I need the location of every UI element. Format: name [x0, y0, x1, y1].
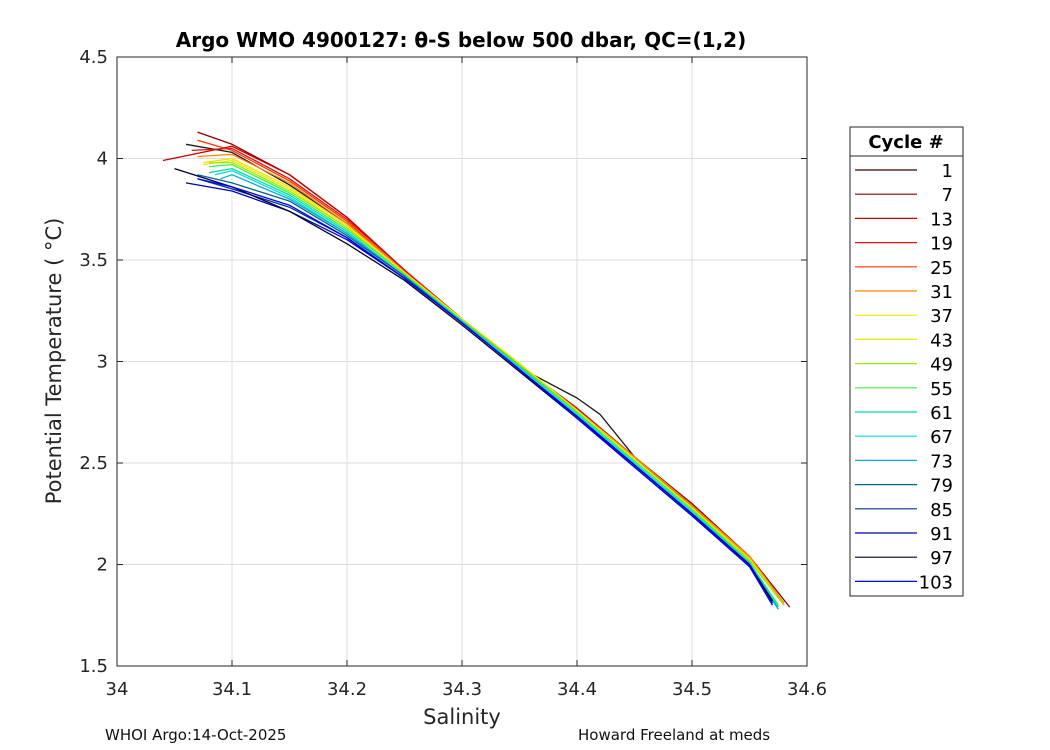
legend-label: 79 [930, 476, 953, 497]
legend-label: 67 [930, 427, 953, 448]
x-axis-label: Salinity [423, 705, 501, 729]
legend-label: 37 [930, 306, 953, 327]
y-tick-label: 3.5 [79, 250, 108, 271]
y-tick-label: 1.5 [79, 656, 108, 677]
legend-label: 85 [930, 500, 953, 521]
legend-label: 25 [930, 258, 953, 279]
legend-box [849, 126, 964, 597]
data-series [162, 131, 791, 610]
legend-label: 91 [930, 524, 953, 545]
legend-label: 13 [930, 209, 953, 230]
legend-label: 55 [930, 379, 953, 400]
y-axis-label: Potential Temperature ( °C) [42, 218, 66, 505]
axis-ticks: 34 34.1 34.2 34.3 34.4 34.5 34.6 1.5 2 2.5 3 3.5 4 4.… [79, 47, 827, 700]
series-line-cycle-67 [214, 170, 779, 610]
chart-title: Argo WMO 4900127: θ-S below 500 dbar, QC… [176, 28, 746, 52]
series-line-cycle-43 [203, 159, 785, 606]
x-tick-label: 34.6 [787, 679, 827, 700]
legend: Cycle # 1 7 13 19 25 31 37 43 49 55 61 67 73 79 85 91 97… [849, 126, 964, 597]
legend-label: 103 [919, 572, 953, 593]
legend-label: 43 [930, 330, 953, 351]
legend-label: 49 [930, 355, 953, 376]
series-line-cycle-103 [197, 178, 774, 606]
x-tick-label: 34.3 [442, 679, 482, 700]
footer-right-note: Howard Freeland at meds [578, 726, 771, 744]
legend-label: 1 [942, 161, 953, 182]
legend-label: 19 [930, 234, 953, 255]
legend-label: 61 [930, 403, 953, 424]
legend-label: 97 [930, 548, 953, 569]
series-line-cycle-55 [208, 163, 779, 606]
legend-label: 7 [942, 185, 953, 206]
x-tick-label: 34.2 [327, 679, 367, 700]
y-tick-label: 4 [97, 149, 108, 170]
y-tick-label: 3 [97, 352, 108, 373]
legend-title: Cycle # [868, 132, 943, 153]
y-tick-label: 2.5 [79, 453, 108, 474]
y-tick-label: 2 [97, 555, 108, 576]
x-tick-label: 34.1 [212, 679, 252, 700]
x-tick-label: 34.4 [557, 679, 597, 700]
y-tick-label: 4.5 [79, 47, 108, 68]
x-tick-label: 34.5 [672, 679, 712, 700]
footer-left-note: WHOI Argo:14-Oct-2025 [105, 726, 287, 744]
legend-label: 73 [930, 451, 953, 472]
legend-entries: 1 7 13 19 25 31 37 43 49 55 61 67 73 79 85 91 97 103 [855, 161, 953, 593]
legend-label: 31 [930, 282, 953, 303]
x-tick-label: 34 [106, 679, 129, 700]
